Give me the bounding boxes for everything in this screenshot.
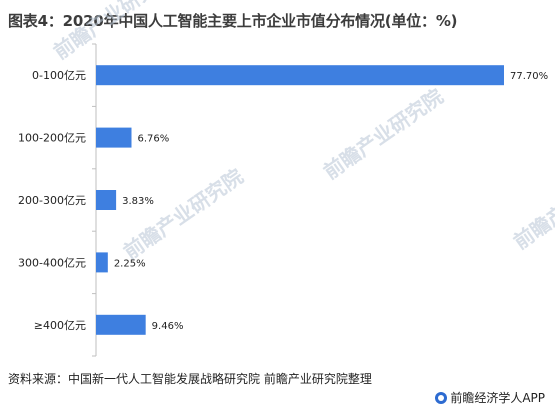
bar [96, 190, 117, 210]
category-label: ≥400亿元 [34, 319, 86, 332]
category-label: 300-400亿元 [18, 256, 86, 269]
category-label: 0-100亿元 [32, 69, 86, 82]
bar [96, 314, 146, 335]
value-label: 3.83% [122, 196, 154, 207]
source-note: 资料来源：中国新一代人工智能发展战略研究院 前瞻产业研究院整理 [8, 372, 372, 386]
watermark-text: 前瞻产业研究院 [119, 164, 247, 264]
value-label: 6.76% [137, 134, 169, 145]
watermark-text: 前瞻产业研究院 [319, 84, 447, 184]
bar [96, 127, 132, 148]
category-label: 200-300亿元 [18, 194, 86, 207]
value-label: 2.25% [114, 258, 146, 269]
watermark-text: 前瞻产业研究院 [49, 0, 177, 64]
brand-logo: 前瞻经济学人APP [435, 389, 545, 406]
value-label: 77.70% [510, 71, 548, 82]
category-label: 100-200亿元 [18, 132, 86, 145]
plot-area: 0-100亿元 77.70% 100-200亿元 6.76% 200-300亿元 3.83… [18, 43, 548, 357]
brand-logo-icon [435, 391, 448, 404]
brand-name: 前瞻经济学人APP [450, 391, 545, 405]
chart-title: 图表4：2020年中国人工智能主要上市企业市值分布情况(单位：%) [8, 12, 458, 30]
bar [96, 65, 504, 86]
bar [96, 252, 108, 273]
watermark-text: 前瞻产业研究院 [509, 154, 555, 254]
value-label: 9.46% [152, 321, 184, 332]
